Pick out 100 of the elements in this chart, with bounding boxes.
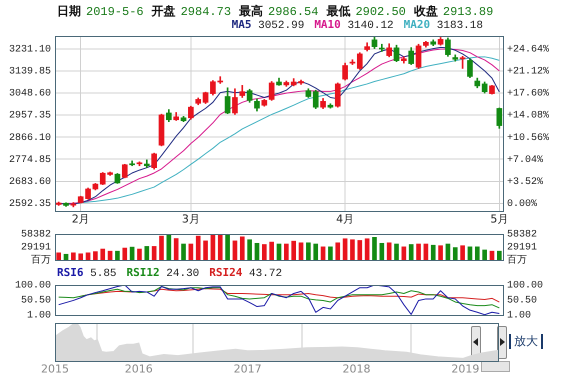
bar (159, 236, 164, 260)
bar (446, 244, 450, 260)
y-tick-label: 3139.85 (8, 66, 51, 78)
text: 2019-5-6 (86, 5, 144, 19)
bar (203, 240, 208, 260)
bar (402, 246, 406, 260)
bar (452, 247, 458, 260)
bar (78, 253, 84, 260)
bar (497, 250, 502, 260)
bar (364, 238, 370, 260)
text: 2902.50 (355, 5, 406, 19)
y-tick-label: 58382 (20, 230, 51, 241)
series-label: RSI24 43.72 (209, 266, 282, 280)
bar (218, 234, 223, 260)
text: 最低 (326, 4, 350, 18)
text: MA10 3140.12 (314, 18, 394, 32)
bar (188, 244, 194, 260)
y2-tick-label: 29191 (507, 242, 538, 254)
bar (122, 248, 128, 260)
y2-tick-label: +3.52% (507, 176, 544, 188)
bar (269, 242, 274, 260)
bar (350, 239, 355, 260)
bar (254, 242, 260, 260)
text: 最高 (239, 4, 264, 18)
bar (276, 244, 282, 260)
y-tick-label: 2683.60 (8, 176, 51, 188)
bar (152, 246, 156, 260)
y2-tick-label: +10.56% (507, 132, 550, 144)
bar (394, 244, 399, 260)
bar (306, 242, 311, 260)
text: 开盘 (152, 4, 176, 18)
series-label: RSI6 5.85 (57, 266, 117, 280)
y-tick-label: 2774.85 (8, 154, 51, 166)
bar (100, 248, 106, 260)
x-tick-label: 2017 (234, 362, 262, 376)
bar (298, 242, 304, 260)
y-tick-label: 2592.35 (8, 199, 51, 210)
bar (181, 244, 186, 260)
x-tick-label: 2月 (72, 212, 90, 226)
bar (408, 244, 414, 260)
bar (424, 244, 428, 260)
y2-tick-label: +7.04% (507, 154, 544, 166)
bar (468, 246, 472, 260)
y-tick-label: 2866.10 (8, 132, 51, 144)
y-tick-label: 2957.35 (8, 110, 51, 122)
y2-tick-label: 百万 (507, 254, 527, 267)
text: 日期 (57, 4, 81, 18)
y-tick-label: 3048.60 (8, 88, 51, 100)
bar (335, 242, 340, 260)
x-tick-label: 2015 (41, 362, 69, 376)
text: 2986.54 (268, 5, 318, 19)
bar (328, 246, 333, 260)
text: MA20 3183.18 (404, 18, 483, 32)
y2-tick-label: 100.00 (507, 280, 544, 292)
bar (115, 250, 120, 260)
x-tick-label: 4月 (336, 212, 354, 226)
y-tick-label: 50.50 (20, 296, 51, 307)
x-tick-label: 2019 (451, 362, 480, 376)
bar (225, 234, 230, 260)
bar (210, 234, 216, 260)
bar (372, 237, 377, 260)
bar (416, 244, 421, 260)
y2-tick-label: +14.08% (507, 110, 550, 122)
y-tick-label: 百万 (31, 254, 51, 267)
bar (357, 240, 362, 260)
y2-tick-label: +24.64% (507, 44, 550, 56)
bar (108, 250, 112, 260)
text: 收盘 (414, 4, 438, 18)
bar (56, 252, 61, 260)
bar (166, 234, 172, 260)
bar (130, 246, 134, 260)
text: 2913.89 (442, 5, 494, 19)
bar (460, 245, 465, 260)
y2-tick-label: +17.60% (507, 88, 550, 100)
x-tick-label: 5月 (490, 212, 508, 226)
bar (144, 246, 150, 260)
x-tick-label: 3月 (182, 212, 200, 226)
bar (482, 250, 487, 260)
bar (232, 240, 238, 260)
bar (342, 238, 348, 260)
bar (93, 251, 98, 260)
text: MA5 3052.99 (232, 18, 304, 32)
y2-tick-label: 50.50 (507, 296, 538, 307)
bar (71, 252, 76, 260)
text: 2984.73 (180, 5, 232, 19)
bar (86, 252, 90, 260)
y-tick-label: 29191 (20, 242, 51, 254)
y2-tick-label: 0.00% (507, 199, 538, 210)
y-tick-label: 3231.10 (8, 44, 51, 56)
bar (386, 242, 392, 260)
bar (196, 236, 201, 260)
bar (313, 244, 318, 260)
bar (240, 236, 245, 260)
y2-tick-label: 1.00 (507, 310, 532, 322)
bar (247, 239, 252, 260)
bar (474, 246, 480, 260)
bar (438, 245, 443, 260)
bar (379, 242, 384, 260)
x-tick-label: 2016 (124, 362, 153, 376)
bar (137, 248, 142, 260)
